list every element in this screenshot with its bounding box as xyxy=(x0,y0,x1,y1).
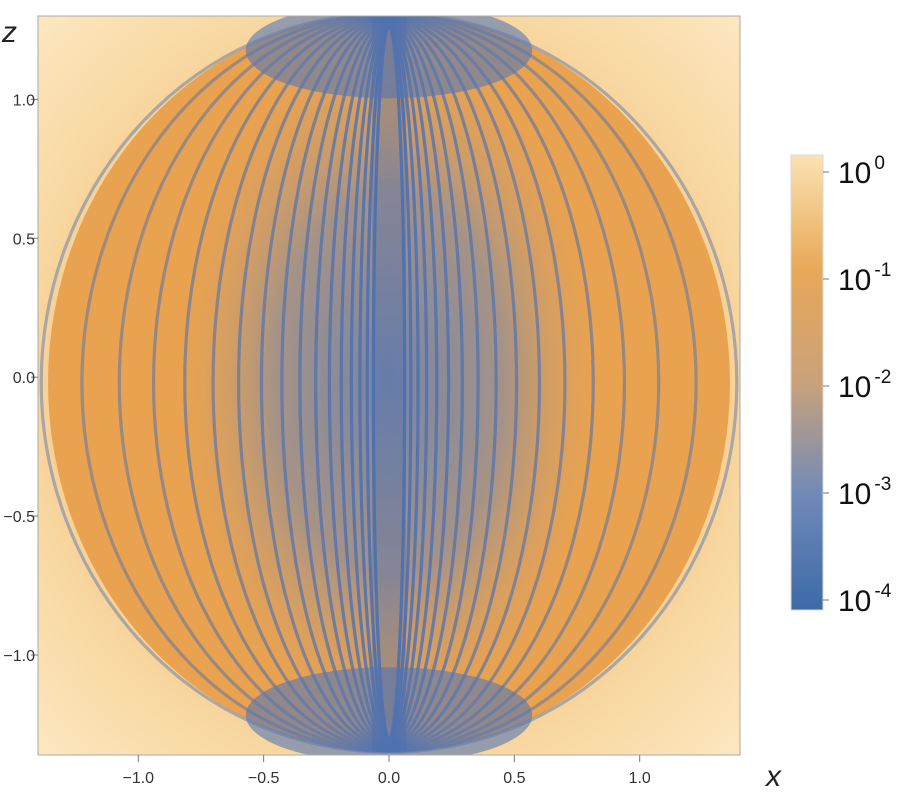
z-axis-title: z xyxy=(1,16,17,49)
x-tick-label: 1.0 xyxy=(629,770,651,787)
y-axis-ticks: −1.0 −0.5 0.0 0.5 1.0 xyxy=(3,92,38,665)
y-tick-label: 1.0 xyxy=(13,92,35,109)
colorbar-gradient xyxy=(790,154,824,611)
y-tick-label: −1.0 xyxy=(3,648,35,665)
central-band xyxy=(371,16,407,753)
x-tick-label: −0.5 xyxy=(248,770,280,787)
colorbar-tick-label: 10 -4 xyxy=(838,581,892,618)
colorbar-tick-label: 10 -3 xyxy=(838,474,891,511)
colorbar-tick-label: 10 0 xyxy=(838,153,885,190)
pole-cap-bottom xyxy=(245,667,533,755)
colorbar-tick-label: 10 -2 xyxy=(838,367,891,404)
x-tick-label: 0.5 xyxy=(503,770,525,787)
y-tick-label: −0.5 xyxy=(3,509,35,526)
ellipsoid-region xyxy=(39,16,739,755)
colorbar-tick-label: 10 -1 xyxy=(838,260,891,297)
x-tick-label: −1.0 xyxy=(122,770,154,787)
x-axis-title: x xyxy=(764,760,782,793)
ellipsoid-core xyxy=(177,31,601,734)
x-axis-ticks: −1.0 −0.5 0.0 0.5 1.0 xyxy=(122,755,651,787)
y-tick-label: 0.0 xyxy=(13,370,35,387)
x-tick-label: 0.0 xyxy=(378,770,400,787)
pole-cap-top xyxy=(245,16,533,99)
plot-area xyxy=(37,15,741,756)
y-tick-label: 0.5 xyxy=(13,231,35,248)
